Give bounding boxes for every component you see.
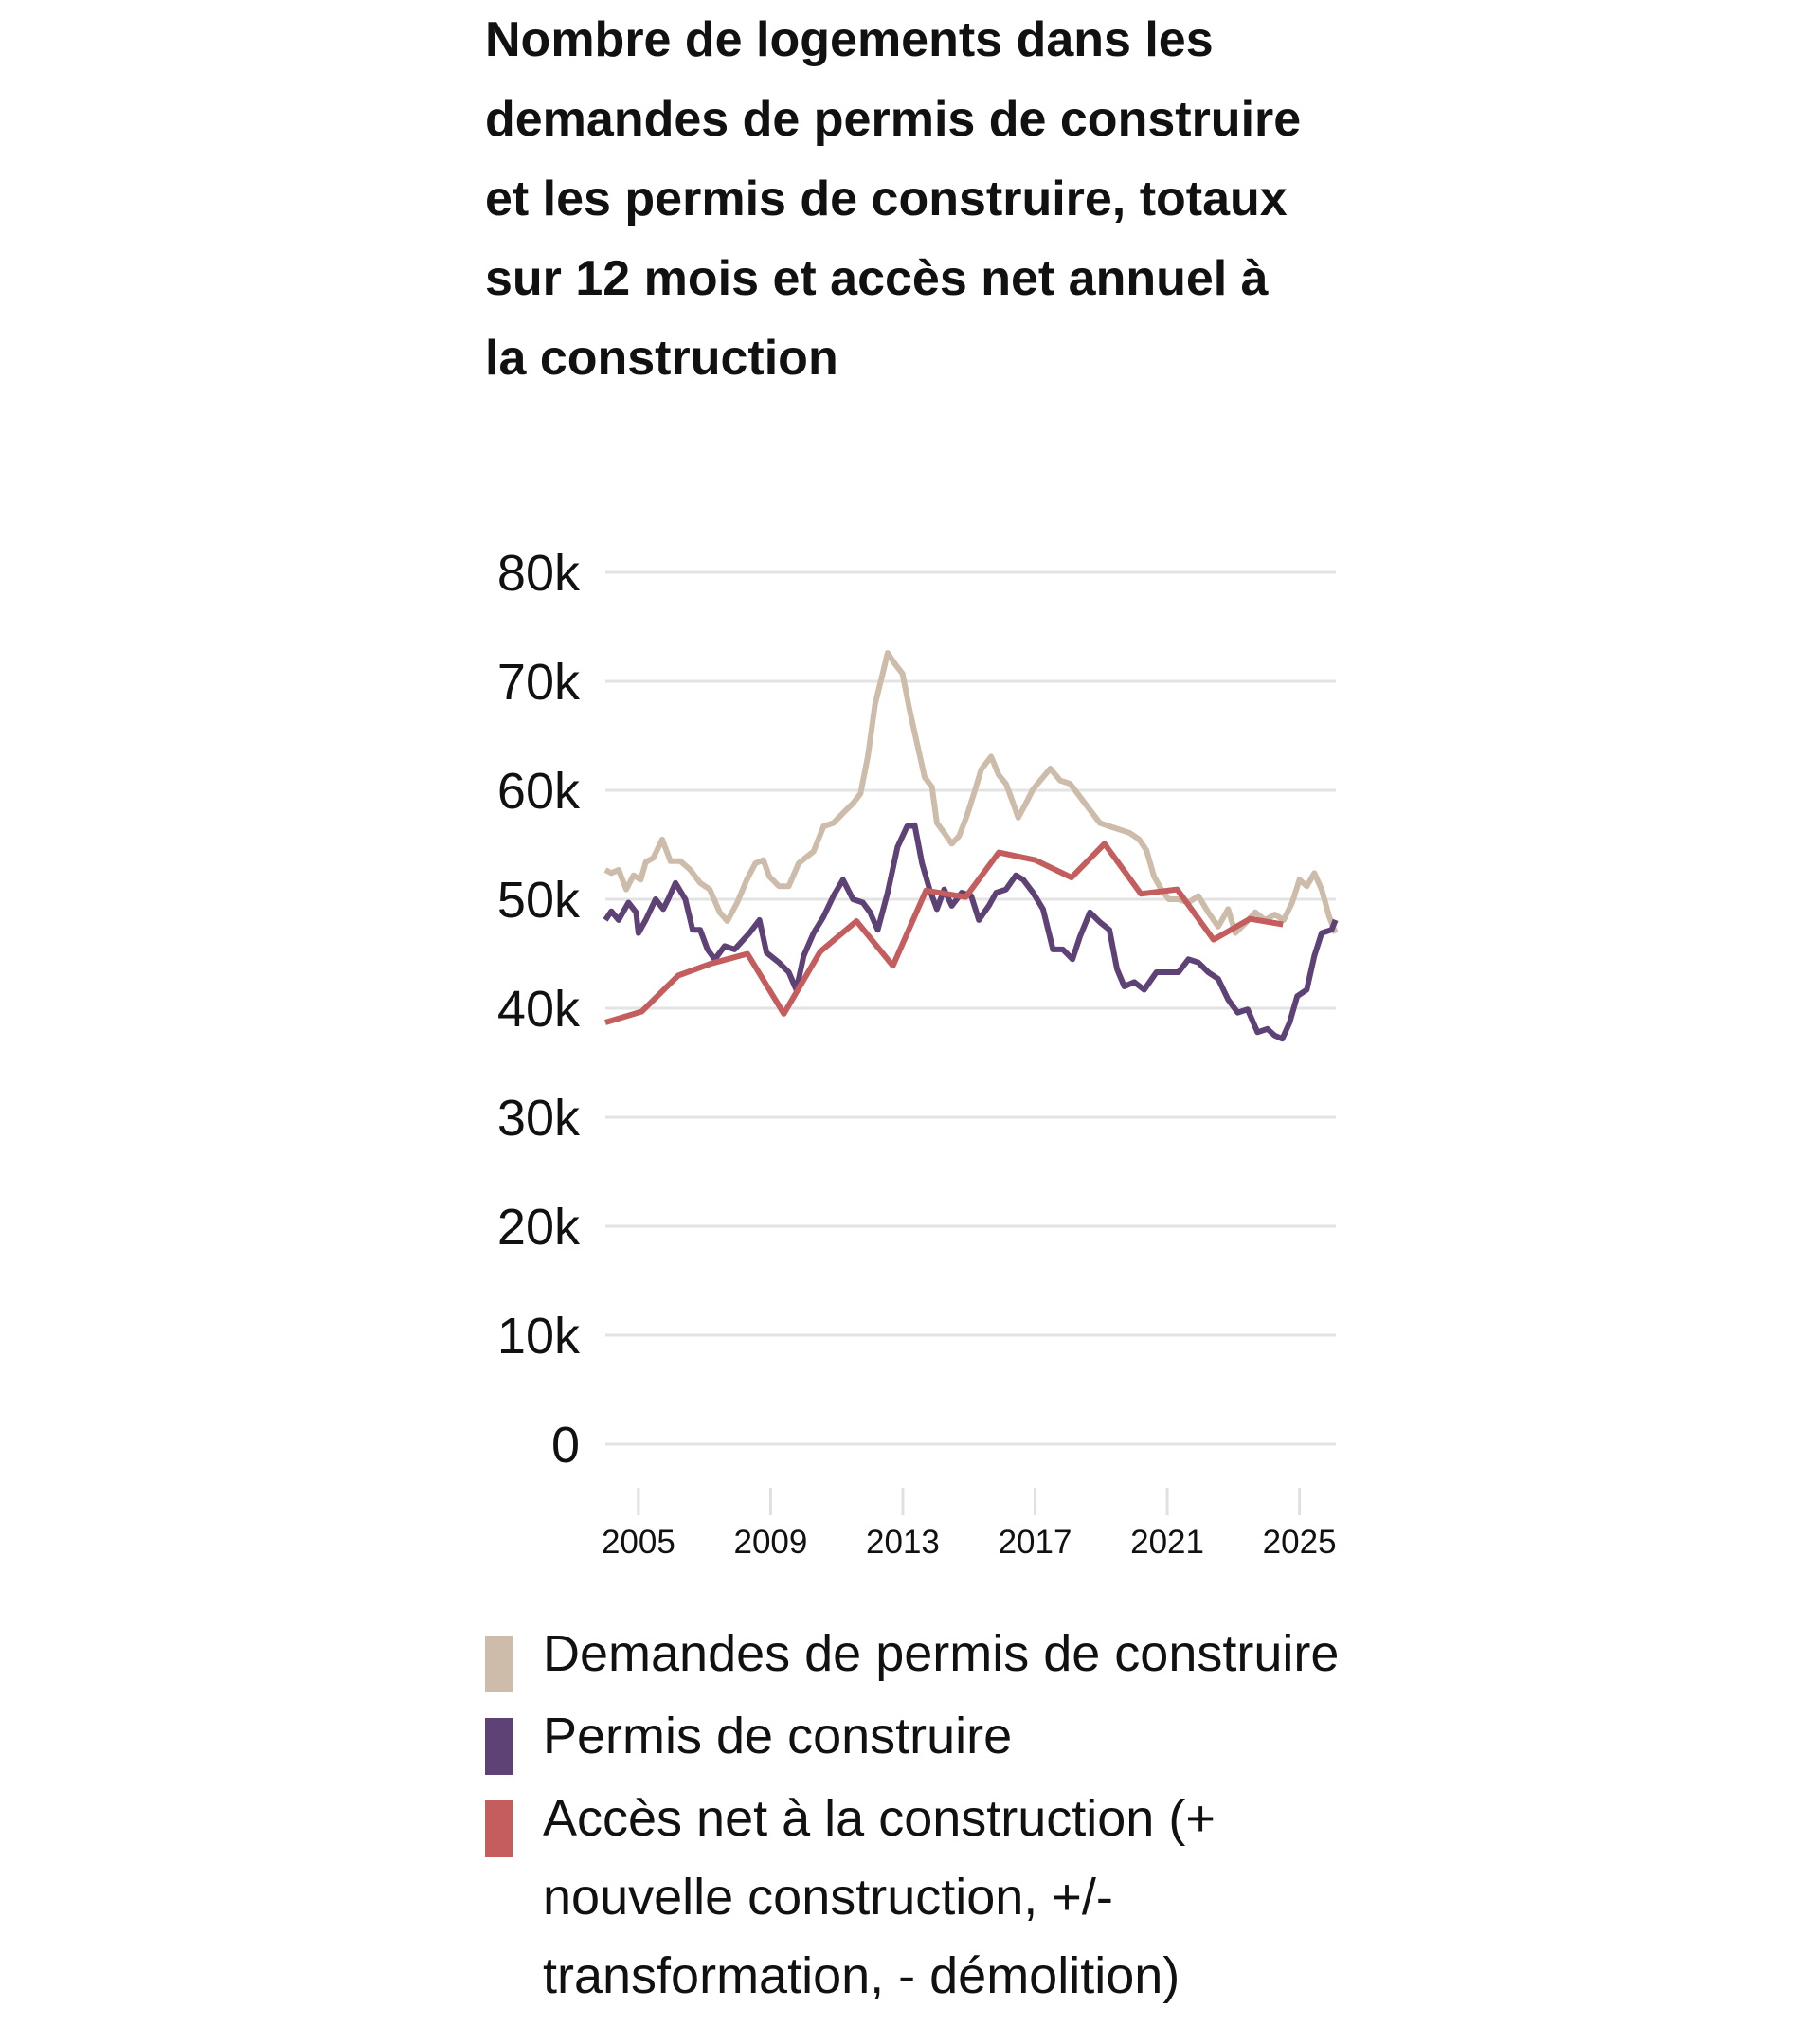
legend-item-permis: Permis de construire xyxy=(485,1708,1347,1776)
legend-swatch xyxy=(485,1636,513,1692)
legend: Demandes de permis de construire Permis … xyxy=(485,1625,1347,2031)
series-line-permis xyxy=(603,822,1339,1042)
x-tick-label: 2021 xyxy=(1130,1524,1204,1561)
y-tick-label: 70k xyxy=(497,654,581,711)
chart-title: Nombre de logements dans les demandes de… xyxy=(485,12,1302,386)
y-tick-label: 40k xyxy=(497,981,581,1038)
x-tick-label: 2005 xyxy=(602,1524,675,1561)
x-axis: 2005 2009 2013 2017 2021 2025 xyxy=(602,1488,1337,1561)
legend-label: Demandes de permis de construire xyxy=(543,1625,1340,1682)
x-tick-label: 2017 xyxy=(999,1524,1072,1561)
y-tick-label: 30k xyxy=(497,1090,581,1147)
y-tick-label: 50k xyxy=(497,872,581,929)
y-tick-label: 20k xyxy=(497,1199,581,1256)
x-tick-label: 2013 xyxy=(866,1524,940,1561)
series-line-demandes xyxy=(603,650,1339,936)
y-tick-label: 80k xyxy=(497,545,581,602)
legend-swatch xyxy=(485,1718,513,1775)
y-axis: 0 10k 20k 30k 40k 50k 60k 70k 80k xyxy=(497,545,581,1474)
legend-label: Permis de construire xyxy=(543,1708,1013,1764)
series-line-acces-net xyxy=(604,841,1284,1025)
legend-item-acces-net: Accès net à la construction (+ nouvelle … xyxy=(485,1790,1347,2016)
y-tick-label: 10k xyxy=(497,1308,581,1365)
gridlines xyxy=(605,570,1336,1446)
y-tick-label: 60k xyxy=(497,763,581,820)
legend-item-demandes: Demandes de permis de construire xyxy=(485,1625,1347,1693)
x-tick-label: 2025 xyxy=(1263,1524,1337,1561)
series-lines xyxy=(603,650,1339,1042)
x-tick-label: 2009 xyxy=(733,1524,807,1561)
y-tick-label: 0 xyxy=(551,1417,580,1474)
legend-swatch xyxy=(485,1800,513,1857)
legend-label: Accès net à la construction (+ nouvelle … xyxy=(543,1790,1216,2004)
